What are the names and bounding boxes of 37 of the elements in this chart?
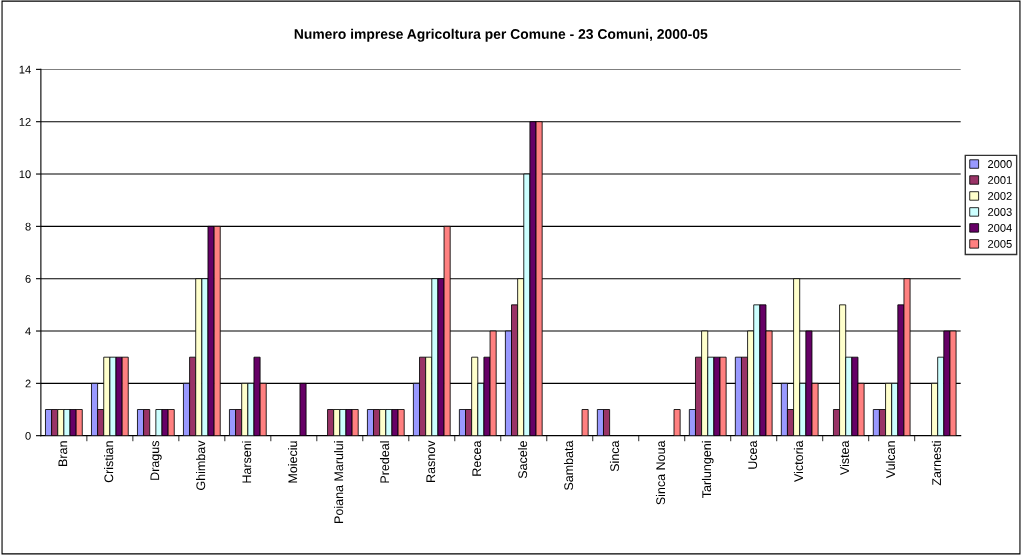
y-tick-label: 0 — [25, 431, 31, 440]
x-tick-label: Recea — [472, 440, 482, 476]
x-tick-label: Vistea — [839, 440, 850, 475]
x-tick-label: Harseni — [242, 441, 252, 483]
x-tick-label: Predeal — [379, 441, 390, 483]
x-tick-label: Victoria — [793, 440, 804, 482]
x-tick-label: Zarnesti — [931, 441, 942, 486]
y-tick-label: 2 — [25, 379, 31, 388]
x-tick-label: Vulcan — [885, 441, 896, 479]
legend-label: 2000 — [988, 160, 1012, 168]
y-tick-label: 10 — [19, 170, 31, 179]
x-tick-label: Sambata — [563, 440, 574, 490]
x-tick-label: Tarlungeni — [701, 441, 714, 498]
y-tick-label: 14 — [19, 65, 31, 74]
x-tick-label: Moieciu — [288, 441, 298, 483]
x-tick-label: Rasnov — [426, 440, 436, 482]
legend-label: 2003 — [988, 208, 1012, 216]
x-tick-label: Ghimbav — [196, 440, 206, 490]
x-tick-label: Sinca — [609, 440, 620, 472]
x-tick-label: Sacele — [517, 441, 528, 479]
x-tick-label: Cristian — [104, 441, 114, 483]
y-tick-label: 12 — [19, 117, 31, 126]
x-tick-label: Bran — [58, 441, 68, 466]
x-tick-label: Poiana Marului — [333, 441, 344, 523]
x-tick-label: Sinca Noua — [655, 440, 666, 505]
y-tick-label: 8 — [25, 222, 31, 231]
legend-label: 2005 — [988, 239, 1012, 248]
legend-label: 2004 — [988, 224, 1012, 232]
chart-title: Numero imprese Agricoltura per Comune - 23 Comuni, 2000-05 — [294, 28, 708, 42]
y-tick-label: 4 — [25, 327, 31, 336]
y-tick-label: 6 — [25, 274, 31, 283]
bar — [673, 409, 681, 436]
legend-label: 2001 — [988, 176, 1012, 184]
bar — [581, 409, 589, 436]
x-tick-label: Ucea — [748, 440, 758, 469]
x-tick-label: Dragus — [150, 440, 162, 480]
legend-label: 2002 — [988, 192, 1012, 200]
